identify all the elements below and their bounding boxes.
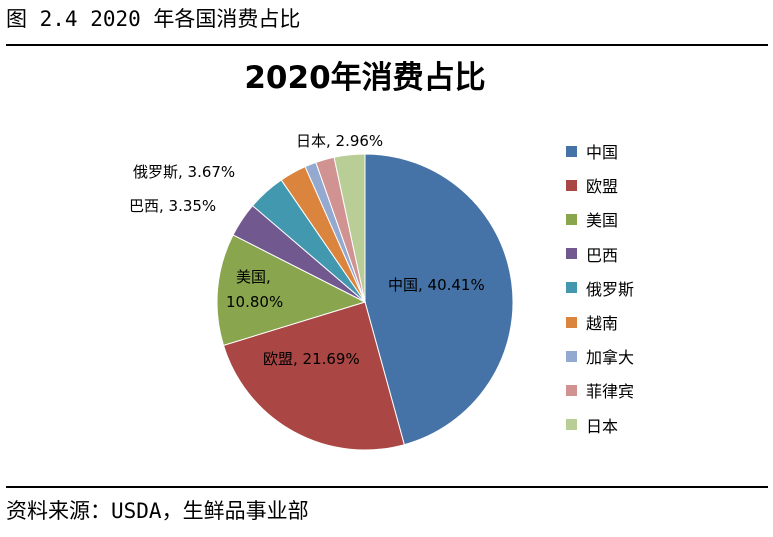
pie-slice-us bbox=[216, 234, 367, 347]
legend-item-canada: 加拿大 bbox=[566, 339, 746, 373]
legend-swatch bbox=[566, 145, 577, 157]
legend-label: 欧盟 bbox=[586, 177, 619, 197]
legend-label: 加拿大 bbox=[586, 348, 635, 368]
chart-title: 2020年消费占比 bbox=[244, 60, 486, 96]
legend-item-japan: 日本 bbox=[566, 408, 746, 442]
legend-label: 俄罗斯 bbox=[586, 279, 635, 299]
bottom-rule bbox=[6, 486, 768, 488]
pie-slice-china bbox=[364, 153, 514, 446]
legend-swatch bbox=[566, 213, 577, 225]
data-label-us-line1: 美国, bbox=[236, 268, 271, 286]
legend: 中国 欧盟 美国 巴西 俄罗斯 越南 加拿大 菲律宾 日本 bbox=[566, 134, 746, 442]
legend-label: 美国 bbox=[586, 211, 619, 231]
data-label-russia: 俄罗斯, 3.67% bbox=[133, 163, 235, 181]
source-note: 资料来源：USDA，生鲜品事业部 bbox=[6, 499, 309, 523]
data-label-china: 中国, 40.41% bbox=[388, 276, 485, 294]
legend-label: 中国 bbox=[586, 143, 619, 163]
pie-slice-eu bbox=[222, 301, 405, 451]
legend-item-vietnam: 越南 bbox=[566, 305, 746, 339]
legend-swatch bbox=[566, 419, 577, 431]
legend-swatch bbox=[566, 384, 577, 396]
legend-item-china: 中国 bbox=[566, 134, 746, 168]
legend-swatch bbox=[566, 316, 577, 328]
data-label-japan: 日本, 2.96% bbox=[296, 132, 383, 150]
top-rule bbox=[6, 44, 768, 46]
data-label-us-line2: 10.80% bbox=[226, 293, 283, 311]
legend-label: 日本 bbox=[586, 416, 619, 436]
legend-label: 菲律宾 bbox=[586, 382, 635, 402]
legend-item-us: 美国 bbox=[566, 202, 746, 236]
legend-swatch bbox=[566, 350, 577, 362]
figure-caption: 图 2.4 2020 年各国消费占比 bbox=[6, 7, 301, 31]
legend-item-brazil: 巴西 bbox=[566, 237, 746, 271]
legend-swatch bbox=[566, 282, 577, 294]
data-label-brazil: 巴西, 3.35% bbox=[129, 197, 216, 215]
legend-label: 巴西 bbox=[586, 245, 619, 265]
legend-item-russia: 俄罗斯 bbox=[566, 271, 746, 305]
legend-swatch bbox=[566, 248, 577, 260]
data-label-eu: 欧盟, 21.69% bbox=[263, 350, 360, 368]
legend-item-eu: 欧盟 bbox=[566, 168, 746, 202]
legend-label: 越南 bbox=[586, 314, 619, 334]
pie-slice-japan bbox=[333, 153, 366, 303]
legend-item-philippines: 菲律宾 bbox=[566, 373, 746, 407]
legend-swatch bbox=[566, 179, 577, 191]
